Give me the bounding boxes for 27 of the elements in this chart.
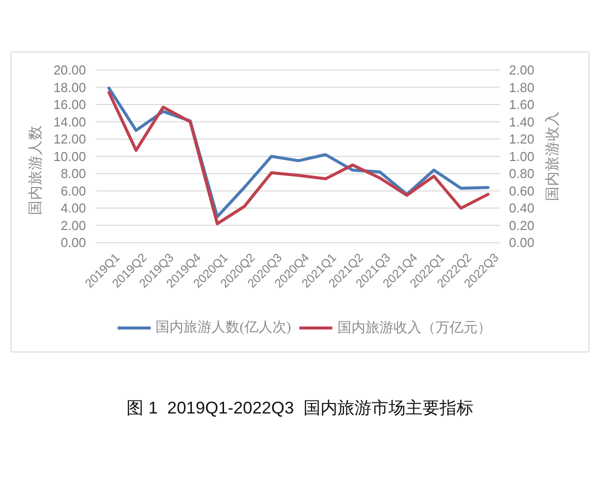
y2-tick-label: 1.80 (509, 80, 534, 95)
y-tick-label: 6.00 (60, 183, 86, 198)
y2-tick-label: 0.80 (509, 166, 534, 182)
y-tick-label: 8.00 (60, 166, 86, 182)
y2-tick-label: 0.40 (509, 200, 534, 216)
y-tick-label: 10.00 (53, 148, 86, 164)
y2-tick-label: 1.00 (509, 148, 534, 164)
legend-label: 国内旅游收入（万亿元） (337, 320, 482, 336)
y-tick-label: 2.00 (60, 218, 86, 233)
y2-tick-label: 2.00 (509, 62, 534, 78)
y-tick-label: 20.00 (53, 62, 86, 78)
y-tick-label: 4.00 (60, 200, 86, 216)
text: 图 1 2019Q1-2022Q3 国内旅游市场主要指标 (126, 398, 474, 418)
y2-tick-label: 0.60 (509, 183, 534, 198)
y2-tick-label: 0.00 (509, 235, 534, 250)
y-tick-label: 12.00 (53, 132, 86, 147)
y-axis-title: 国内旅游人数 (27, 125, 44, 215)
y-tick-label: 16.00 (53, 97, 86, 112)
y2-tick-label: 0.20 (509, 218, 534, 233)
y2-tick-label: 1.40 (509, 114, 534, 130)
legend-label: 国内旅游人数(亿人次) (156, 320, 292, 336)
y-tick-label: 0.00 (60, 235, 86, 250)
y2-axis-title: 国内旅游收入 (544, 111, 561, 201)
y2-tick-label: 1.20 (509, 132, 534, 147)
y-tick-label: 14.00 (53, 114, 86, 130)
y2-tick-label: 1.60 (509, 97, 534, 112)
y-tick-label: 18.00 (53, 80, 86, 95)
